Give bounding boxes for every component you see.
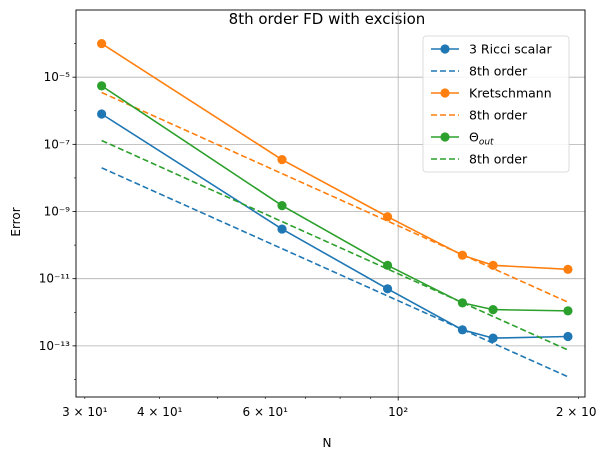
series-line: [101, 85, 568, 312]
data-point: [488, 333, 498, 343]
data-point: [382, 260, 393, 270]
x-tick-label: 10²: [388, 405, 408, 419]
legend-box: [422, 35, 570, 173]
series-line: [101, 139, 569, 351]
data-point: [563, 264, 573, 274]
y-tick-label: 10⁻¹¹: [39, 272, 70, 286]
series-4: [97, 81, 573, 316]
y-tick-label: 10⁻⁷: [44, 137, 71, 151]
data-point: [457, 325, 468, 335]
y-axis-label: Error: [9, 207, 23, 236]
x-axis-label: N: [323, 436, 332, 450]
series-line: [101, 113, 568, 339]
data-point: [457, 250, 468, 260]
legend-label: 8th order: [469, 152, 528, 167]
series-layer: [97, 38, 573, 378]
series-line: [101, 91, 569, 303]
x-tick-label: 6 × 10¹: [243, 405, 289, 419]
series-1: [101, 167, 569, 378]
x-tick-label: 2 × 10²: [556, 405, 597, 419]
plot-frame: [75, 9, 586, 398]
series-3: [101, 91, 569, 303]
legend: 3 Ricci scalar 8th order Kretschmann 8th or…: [422, 35, 570, 173]
data-point: [277, 155, 287, 165]
legend-marker: [440, 44, 450, 54]
legend-entry: 8th order: [431, 152, 528, 167]
data-point: [382, 212, 393, 222]
grid: [76, 10, 585, 397]
y-tick-label: 10⁻¹³: [39, 339, 70, 353]
legend-entry: Kretschmann: [431, 86, 552, 101]
series-line: [101, 167, 569, 378]
series-0: [97, 109, 573, 343]
x-tick-label: 3 × 10¹: [62, 405, 108, 419]
x-tick-label: 4 × 10¹: [137, 405, 183, 419]
data-point: [563, 331, 573, 342]
legend-entry: 8th order: [431, 64, 528, 79]
legend-marker: [440, 88, 450, 98]
data-point: [97, 38, 107, 49]
legend-marker: [440, 132, 450, 142]
x-axis: 3 × 10¹ 4 × 10¹ 6 × 10¹ 10² 2 × 10²: [62, 397, 597, 419]
legend-label: 8th order: [469, 64, 528, 79]
series-5: [101, 139, 569, 351]
legend-entry: 3 Ricci scalar: [431, 42, 552, 57]
data-point: [382, 284, 393, 294]
legend-entry: 8th order: [431, 108, 528, 123]
data-point: [97, 109, 107, 119]
data-point: [488, 260, 498, 270]
series-line: [101, 42, 568, 271]
legend-label: 8th order: [469, 108, 528, 123]
data-point: [563, 306, 573, 316]
data-point: [97, 81, 107, 91]
data-point: [457, 298, 468, 308]
y-tick-label: 10⁻⁵: [44, 70, 71, 84]
data-point: [488, 305, 498, 315]
legend-label: 3 Ricci scalar: [469, 42, 552, 57]
chart-title: 8th order FD with excision: [229, 10, 426, 28]
legend-label: Kretschmann: [469, 86, 552, 101]
y-axis: 10⁻¹³ 10⁻¹¹ 10⁻⁹ 10⁻⁷ 10⁻⁵: [39, 43, 76, 380]
y-tick-label: 10⁻⁹: [44, 205, 71, 219]
data-point: [277, 224, 287, 234]
data-point: [277, 200, 287, 211]
